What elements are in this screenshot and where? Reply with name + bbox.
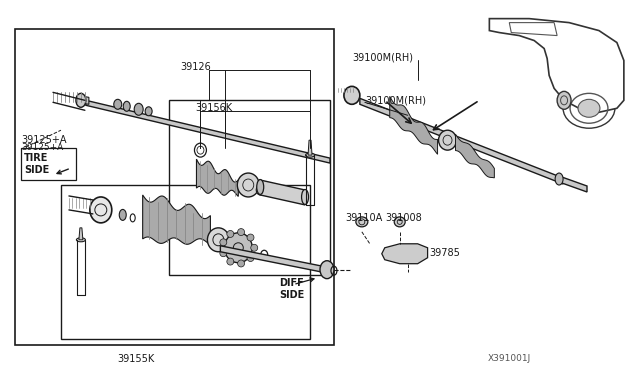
Polygon shape [86, 100, 330, 163]
Ellipse shape [237, 173, 259, 197]
Bar [168, 100, 330, 275]
Polygon shape [360, 98, 563, 184]
Ellipse shape [145, 107, 152, 116]
Text: 39156K: 39156K [195, 103, 232, 113]
Text: X391001J: X391001J [488, 355, 531, 363]
Text: 39100M(RH): 39100M(RH) [352, 52, 413, 62]
Ellipse shape [247, 254, 254, 262]
Ellipse shape [90, 197, 112, 223]
Ellipse shape [557, 92, 571, 109]
Text: SIDE: SIDE [24, 165, 49, 175]
Polygon shape [196, 159, 238, 196]
Text: 39126: 39126 [180, 62, 211, 73]
Polygon shape [79, 228, 83, 240]
Text: 39785: 39785 [429, 248, 460, 258]
Ellipse shape [356, 217, 368, 227]
Ellipse shape [134, 103, 143, 115]
Text: DIFF: DIFF [279, 278, 304, 288]
Ellipse shape [227, 258, 234, 265]
Polygon shape [308, 140, 312, 155]
Ellipse shape [555, 173, 563, 185]
Ellipse shape [247, 234, 254, 241]
Ellipse shape [320, 261, 334, 279]
Text: 39110A: 39110A [345, 213, 382, 223]
Ellipse shape [438, 130, 456, 150]
Ellipse shape [301, 189, 308, 205]
Polygon shape [143, 195, 211, 244]
Ellipse shape [305, 153, 314, 157]
Bar [21, 148, 76, 180]
Ellipse shape [257, 180, 264, 195]
Ellipse shape [76, 238, 85, 242]
Polygon shape [456, 134, 494, 178]
Polygon shape [220, 246, 330, 274]
Bar [15, 29, 334, 346]
Ellipse shape [237, 260, 244, 267]
Bar [61, 185, 310, 339]
Ellipse shape [344, 86, 360, 104]
Text: 391008: 391008 [386, 213, 422, 223]
Ellipse shape [227, 231, 234, 237]
Text: 39125+A: 39125+A [21, 135, 67, 145]
Text: 39100M(RH): 39100M(RH) [365, 95, 426, 105]
Ellipse shape [220, 239, 227, 246]
Polygon shape [382, 244, 428, 264]
Ellipse shape [124, 101, 130, 111]
Ellipse shape [237, 228, 244, 235]
Ellipse shape [394, 217, 405, 227]
Ellipse shape [225, 233, 252, 263]
Polygon shape [83, 96, 89, 104]
Ellipse shape [207, 228, 229, 252]
Polygon shape [559, 176, 587, 192]
Polygon shape [390, 96, 438, 154]
Ellipse shape [76, 93, 86, 107]
Ellipse shape [119, 209, 126, 220]
Ellipse shape [256, 185, 264, 195]
Text: 39125+A: 39125+A [21, 143, 63, 152]
Text: SIDE: SIDE [279, 290, 305, 299]
Text: TIRE: TIRE [24, 153, 49, 163]
Ellipse shape [220, 250, 227, 257]
Text: 39155K: 39155K [117, 355, 154, 364]
Ellipse shape [578, 99, 600, 117]
Ellipse shape [114, 99, 122, 109]
Ellipse shape [251, 244, 258, 251]
Polygon shape [260, 180, 305, 205]
